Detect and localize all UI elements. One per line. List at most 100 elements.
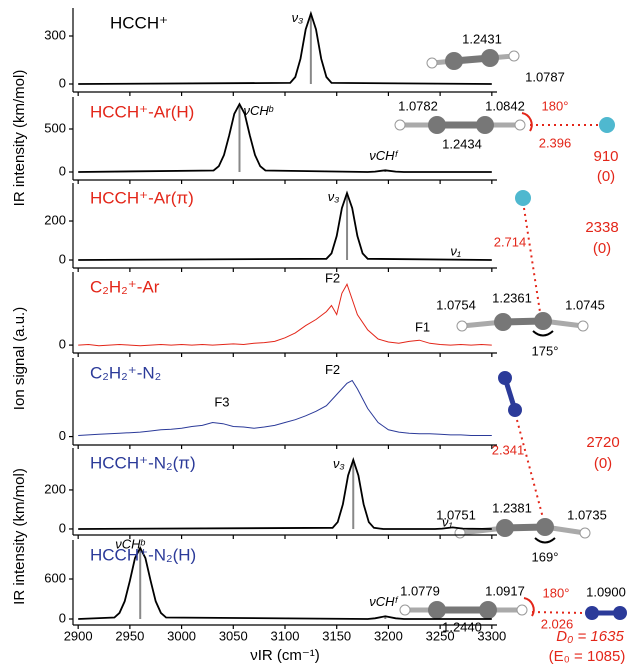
x-tick-label: 3250 — [426, 628, 455, 643]
spectrum — [78, 457, 492, 530]
bond-length: 1.0779 — [400, 583, 440, 598]
angle: 175° — [532, 343, 559, 358]
y-tick-label: 200 — [44, 212, 66, 227]
x-tick-label: 3300 — [477, 628, 506, 643]
x-tick-label: 3100 — [271, 628, 300, 643]
contact — [531, 611, 585, 614]
angle-arc — [521, 112, 533, 132]
y-axis-title: IR intensity (km/mol) — [11, 70, 28, 207]
peak-label: νCHᵇ — [243, 103, 273, 118]
energy: (0) — [594, 455, 612, 472]
y-tick-label: 500 — [44, 120, 66, 135]
bond-length: 1.0735 — [567, 507, 607, 522]
atom-c — [428, 116, 446, 134]
peak-label: νCHᵇ — [115, 536, 145, 551]
atom-h — [579, 527, 591, 539]
y-tick-label: 0 — [59, 251, 66, 266]
distance: 2.341 — [492, 442, 525, 457]
angle: 180° — [543, 585, 570, 600]
distance: 2.396 — [539, 135, 572, 150]
atom-n — [613, 606, 627, 620]
atom-c — [479, 601, 497, 619]
atom-h — [516, 604, 528, 616]
peak-label: ν₃ — [328, 189, 340, 204]
atom-ar — [599, 117, 615, 133]
atom-c — [481, 49, 499, 67]
bond-length: 1.2434 — [442, 136, 482, 151]
peak-label: ν₃ — [333, 456, 345, 471]
angle-arc — [534, 537, 556, 544]
y-tick-label: 0 — [59, 75, 66, 90]
x-tick-label: 3200 — [374, 628, 403, 643]
y-tick-label: 0 — [59, 163, 66, 178]
panel-title: C₂H₂⁺-Ar — [90, 277, 160, 296]
angle: 169° — [532, 549, 559, 564]
energy: 2338 — [585, 219, 618, 236]
structures — [394, 49, 627, 620]
x-axis-title: νIR (cm⁻¹) — [250, 647, 320, 664]
atom-c — [476, 116, 494, 134]
spectrum — [78, 102, 492, 173]
spectrum — [78, 10, 492, 85]
atom-h — [399, 604, 411, 616]
atom-h — [426, 57, 438, 69]
angle: 180° — [542, 98, 569, 113]
bond-length: 1.0787 — [525, 69, 565, 84]
energy: 910 — [593, 148, 618, 165]
panel-title: C₂H₂⁺-N₂ — [90, 363, 161, 382]
peak-label: F3 — [214, 394, 229, 409]
atom-c — [445, 52, 463, 70]
x-tick-label: 3050 — [219, 628, 248, 643]
bond-length: 1.0917 — [485, 583, 525, 598]
bond-length: 1.0782 — [398, 98, 438, 113]
y-axis-title: IR intensity (km/mol) — [11, 468, 28, 605]
atom-c — [534, 312, 552, 330]
atom-ar — [515, 190, 531, 206]
bond-length: 1.0745 — [565, 297, 605, 312]
atom-h — [456, 320, 468, 332]
x-tick-label: 2900 — [64, 628, 93, 643]
panel-title: HCCH⁺-Ar(π) — [90, 188, 194, 207]
atom-h — [514, 119, 526, 131]
bond-length: 1.0900 — [586, 584, 626, 599]
angle-arc — [523, 597, 535, 617]
panel-title: HCCH⁺-N₂(π) — [90, 453, 196, 472]
peak-label: νCHᶠ — [369, 594, 398, 609]
energy: D₀ = 1635 — [556, 628, 624, 645]
contact — [516, 419, 544, 519]
atom-c — [428, 601, 446, 619]
y-tick-label: 0 — [59, 610, 66, 625]
peak-label: F2 — [325, 271, 340, 286]
bond-length: 1.2361 — [492, 290, 532, 305]
spectrum — [78, 282, 492, 347]
distance: 2.714 — [494, 234, 527, 249]
atom-c — [536, 518, 554, 536]
panel-title: HCCH⁺-N₂(H) — [90, 545, 196, 564]
y-tick-label: 0 — [59, 428, 66, 443]
energy: (0) — [593, 240, 611, 257]
distance: 2.026 — [541, 616, 574, 631]
bond-length: 1.0842 — [485, 98, 525, 113]
peak-label: F1 — [415, 319, 430, 334]
bond-length: 1.2440 — [442, 619, 482, 634]
atom-n — [508, 403, 522, 417]
bond-length: 1.0754 — [436, 297, 476, 312]
y-tick-label: 200 — [44, 481, 66, 496]
atom-c — [496, 519, 514, 537]
panel-title: HCCH⁺ — [110, 13, 168, 32]
atom-c — [494, 313, 512, 331]
peak-label: ν₁ — [442, 515, 453, 530]
atom-h — [508, 50, 520, 62]
y-tick-label: 300 — [44, 27, 66, 42]
x-tick-label: 3150 — [322, 628, 351, 643]
x-tick-label: 2950 — [115, 628, 144, 643]
panel-title: HCCH⁺-Ar(H) — [90, 102, 194, 121]
bond-length: 1.2381 — [492, 500, 532, 515]
energy: (0) — [597, 168, 615, 185]
x-tick-label: 3000 — [167, 628, 196, 643]
atom-h — [577, 320, 589, 332]
energy: 2720 — [586, 434, 619, 451]
atom-h — [394, 119, 406, 131]
y-axis-title: Ion signal (a.u.) — [11, 307, 28, 410]
